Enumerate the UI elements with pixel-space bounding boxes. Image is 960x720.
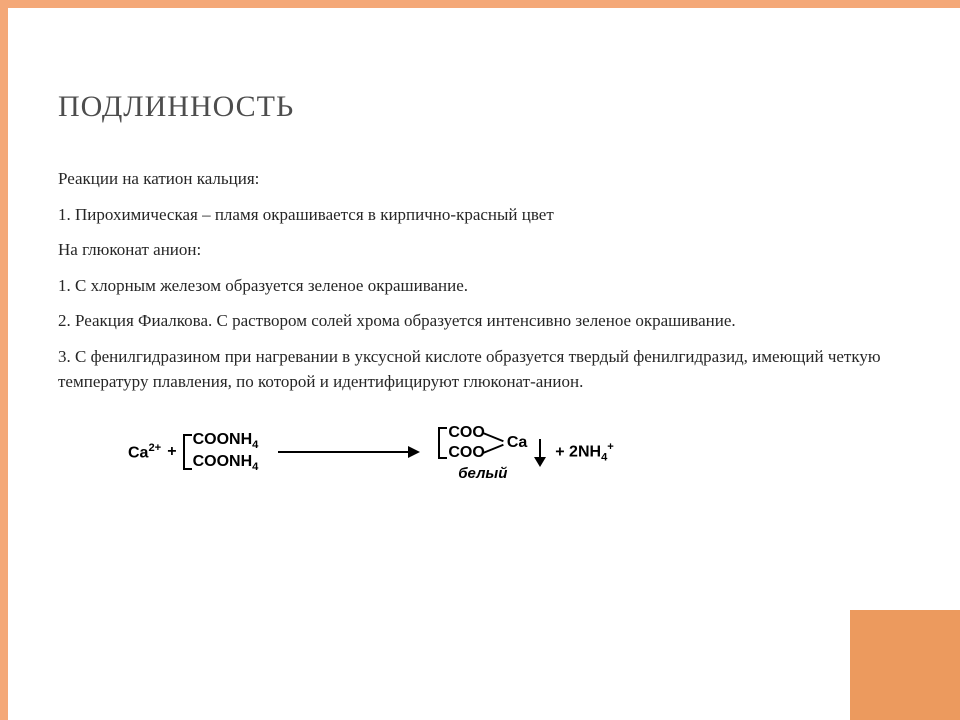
ca-symbol: Ca (128, 444, 148, 461)
paragraph: На глюконат анион: (58, 237, 900, 263)
reagent-bot-sub: 4 (252, 461, 258, 473)
chemical-equation: Ca2+ + COONH4 COONH4 COO COO Ca белый (58, 423, 900, 482)
paragraph: Реакции на катион кальция: (58, 166, 900, 192)
paragraph: 1. С хлорным железом образуется зеленое … (58, 273, 900, 299)
body-text: Реакции на катион кальция: 1. Пирохимиче… (58, 166, 900, 395)
reaction-arrow-icon (278, 451, 418, 453)
precipitate-color-label: белый (458, 465, 507, 482)
reagent-bottom: COONH4 (193, 452, 259, 474)
reagent-bot-text: COONH (193, 453, 253, 470)
product-coo-top: COO (448, 423, 484, 443)
reagent-top-sub: 4 (252, 439, 258, 451)
calcium-ion: Ca2+ (128, 442, 161, 462)
ca-charge: 2+ (148, 442, 161, 454)
slide-content: Подлинность Реакции на катион кальция: 1… (8, 0, 960, 720)
reagent-oxalate: COONH4 COONH4 (183, 430, 259, 474)
product-wrap: COO COO Ca белый (438, 423, 527, 482)
equation-row: Ca2+ + COONH4 COONH4 COO COO Ca белый (128, 423, 900, 482)
frame-left-border (0, 0, 8, 720)
product-coo-bot: COO (448, 443, 484, 463)
product-complex: COO COO Ca (438, 423, 527, 463)
plus-nh: + 2NH (555, 443, 601, 460)
nh-sup: + (607, 441, 614, 453)
paragraph: 1. Пирохимическая – пламя окрашивается в… (58, 202, 900, 228)
reagent-top: COONH4 (193, 430, 259, 452)
plus-sign: + (167, 443, 176, 461)
precipitate-arrow-icon (539, 439, 541, 465)
slide-title: Подлинность (58, 90, 900, 124)
paragraph: 2. Реакция Фиалкова. С раствором солей х… (58, 308, 900, 334)
reagent-top-text: COONH (193, 431, 253, 448)
byproduct: + 2NH4+ (555, 441, 614, 464)
nh-sub: 4 (601, 451, 607, 463)
bond-angle-icon (483, 426, 507, 460)
product-coo-stack: COO COO (438, 423, 484, 463)
product-ca: Ca (507, 434, 527, 452)
paragraph: 3. С фенилгидразином при нагревании в ук… (58, 344, 900, 395)
